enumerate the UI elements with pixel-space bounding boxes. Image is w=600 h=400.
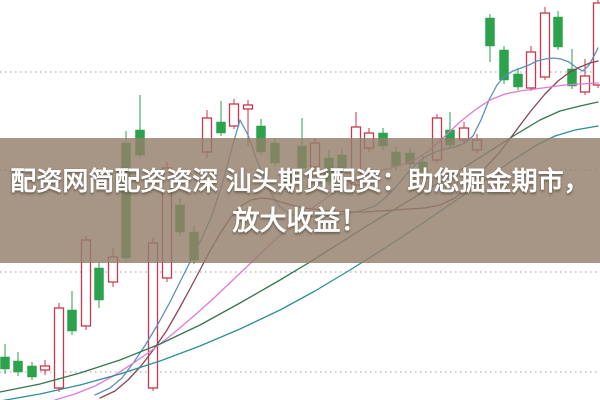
banner-text-line2: 放大收益！ <box>232 205 368 236</box>
watermark-banner: 配资网简配资资深 汕头期货配资：助您掘金期市， 放大收益！ <box>0 138 600 263</box>
banner-text-line1: 配资网简配资资深 汕头期货配资：助您掘金期市， <box>10 165 590 196</box>
